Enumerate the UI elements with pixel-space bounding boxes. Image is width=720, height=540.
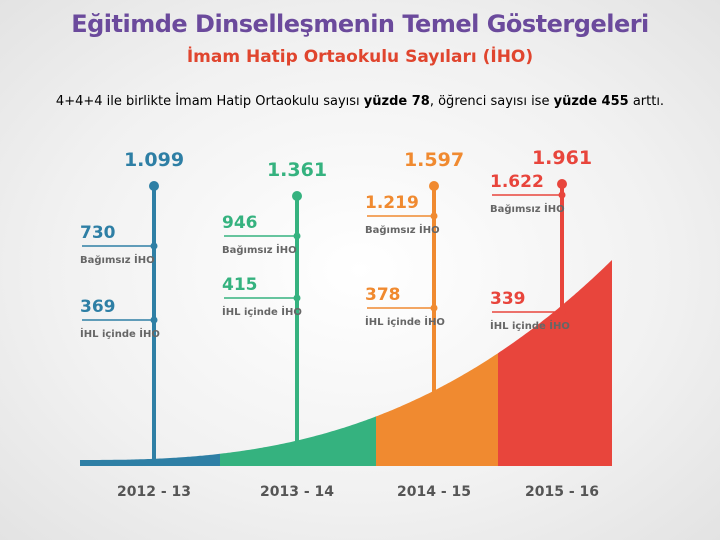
series-value-label: 369 bbox=[80, 297, 116, 317]
series-value-label: 415 bbox=[222, 275, 258, 295]
total-value-label: 1.099 bbox=[124, 149, 184, 171]
total-value-label: 1.961 bbox=[532, 147, 592, 169]
series-name-label: Bağımsız İHO bbox=[490, 201, 565, 215]
year-label: 2014 - 15 bbox=[397, 484, 471, 500]
growth-area-segment bbox=[498, 260, 612, 466]
branch-dot bbox=[150, 316, 158, 324]
year-label: 2012 - 13 bbox=[117, 484, 191, 500]
branch-dot bbox=[558, 191, 566, 199]
series-value-label: 1.219 bbox=[365, 193, 419, 213]
caption-bold1: yüzde 78 bbox=[363, 94, 430, 109]
year-stem-dot bbox=[429, 181, 439, 191]
branch-dot bbox=[150, 242, 158, 250]
branch-dot bbox=[293, 232, 301, 240]
branch-dot bbox=[430, 304, 438, 312]
series-name-label: İHL içinde İHO bbox=[222, 304, 302, 318]
caption-part2: , öğrenci sayısı ise bbox=[429, 94, 554, 109]
series-value-label: 946 bbox=[222, 213, 258, 233]
series-name-label: Bağımsız İHO bbox=[80, 252, 155, 266]
series-value-label: 339 bbox=[490, 289, 526, 309]
series-value-label: 730 bbox=[80, 223, 116, 243]
year-stem-dot bbox=[557, 179, 567, 189]
year-stem-dot bbox=[292, 191, 302, 201]
total-value-label: 1.361 bbox=[267, 159, 327, 181]
year-label: 2013 - 14 bbox=[260, 484, 334, 500]
series-name-label: Bağımsız İHO bbox=[222, 242, 297, 256]
series-value-label: 378 bbox=[365, 285, 401, 305]
chart-title: Eğitimde Dinselleşmenin Temel Göstergele… bbox=[71, 10, 649, 38]
caption-part1: 4+4+4 ile birlikte İmam Hatip Ortaokulu … bbox=[55, 94, 364, 109]
branch-dot bbox=[293, 294, 301, 302]
growth-area-segment bbox=[376, 353, 498, 466]
branch-dot bbox=[430, 212, 438, 220]
chart-subtitle: İmam Hatip Ortaokulu Sayıları (İHO) bbox=[186, 47, 534, 67]
series-value-label: 1.622 bbox=[490, 172, 544, 192]
series-name-label: İHL içinde İHO bbox=[490, 318, 570, 332]
series-name-label: Bağımsız İHO bbox=[365, 222, 440, 236]
year-label: 2015 - 16 bbox=[525, 484, 599, 500]
branch-dot bbox=[558, 308, 566, 316]
year-stem-dot bbox=[149, 181, 159, 191]
caption-bold2: yüzde 455 bbox=[553, 94, 629, 109]
caption: 4+4+4 ile birlikte İmam Hatip Ortaokulu … bbox=[0, 94, 720, 109]
series-name-label: İHL içinde İHO bbox=[365, 314, 445, 328]
total-value-label: 1.597 bbox=[404, 149, 464, 171]
series-name-label: İHL içinde İHO bbox=[80, 326, 160, 340]
growth-area-segment bbox=[80, 453, 220, 466]
caption-part3: arttı. bbox=[628, 94, 665, 109]
